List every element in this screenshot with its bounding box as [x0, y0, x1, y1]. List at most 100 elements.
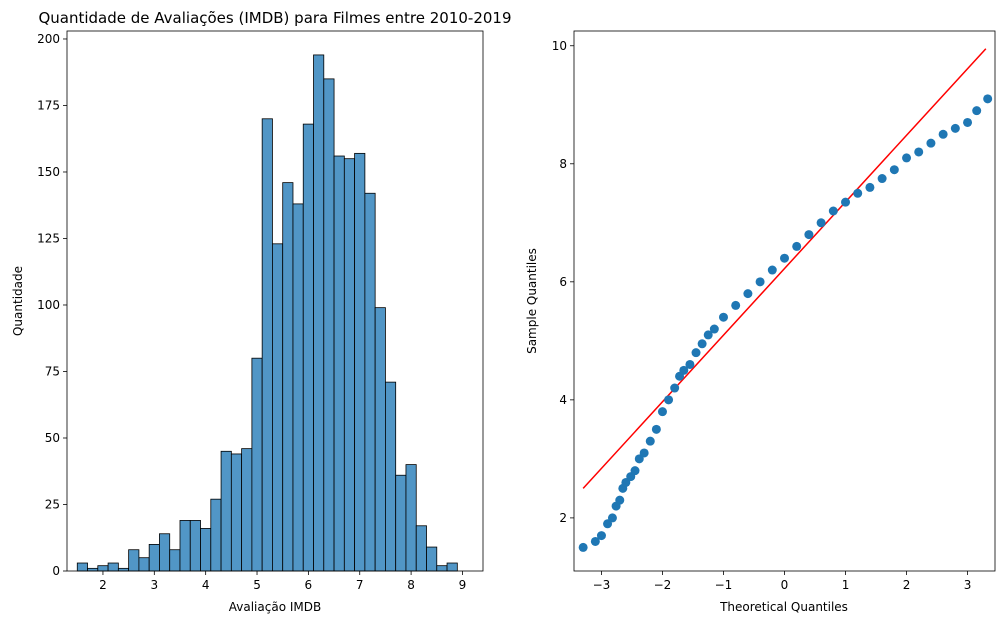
- histogram-bar: [343, 158, 356, 572]
- histogram-bar: [241, 448, 253, 572]
- qq-point: [731, 300, 741, 310]
- qq-point: [780, 253, 789, 263]
- qq-point: [685, 359, 695, 369]
- histogram-x-tick-label: 3: [150, 578, 158, 592]
- qq-x-label: Theoretical Quantiles: [719, 600, 848, 614]
- qq-point: [634, 454, 644, 464]
- histogram-y-tick-label: 100: [37, 298, 60, 312]
- qq-axes-frame: [573, 30, 996, 572]
- qq-y-tick-label: 8: [559, 157, 567, 171]
- qq-reference-line: [582, 48, 987, 489]
- qq-point: [755, 277, 765, 287]
- qq-x-tick-label: 0: [781, 578, 789, 592]
- qq-point: [657, 407, 667, 417]
- histogram-bar: [354, 152, 366, 572]
- histogram-bar: [148, 543, 160, 572]
- histogram-bar: [189, 520, 201, 572]
- histogram-bar: [200, 528, 212, 572]
- histogram-x-tick-label: 5: [253, 578, 261, 592]
- qq-point: [926, 138, 936, 148]
- histogram-bar: [220, 450, 232, 572]
- histogram-bar: [302, 123, 314, 572]
- histogram-panel: Quantidade de Avaliações (IMDB) para Fil…: [11, 9, 512, 614]
- qq-y-tick-label: 10: [552, 39, 567, 53]
- qq-y-label: Sample Quantiles: [525, 248, 539, 354]
- histogram-bar: [395, 474, 407, 572]
- qq-point: [651, 424, 661, 434]
- histogram-bar: [323, 78, 335, 572]
- qq-x-tick-label: 2: [903, 578, 911, 592]
- histogram-bar: [385, 381, 397, 572]
- histogram-y-tick-label: 0: [52, 564, 60, 578]
- qq-y-tick-label: 2: [559, 511, 567, 525]
- qq-y-tick-label: 6: [559, 275, 567, 289]
- qq-point: [828, 206, 838, 216]
- histogram-bar: [405, 464, 417, 572]
- qq-x-tick-label: 3: [964, 578, 972, 592]
- histogram-x-label: Avaliação IMDB: [229, 600, 321, 614]
- histogram-bar: [374, 307, 386, 572]
- qq-point: [804, 230, 814, 240]
- histogram-y-tick-label: 175: [37, 98, 60, 112]
- qq-point: [578, 542, 588, 552]
- histogram-y-label: Quantidade: [11, 266, 25, 336]
- histogram-bars: [76, 54, 458, 572]
- qq-point: [983, 94, 993, 104]
- qq-point: [841, 197, 851, 207]
- histogram-y-tick-label: 25: [45, 497, 60, 511]
- qq-y-ticks: 2 4 6 8 10: [552, 39, 574, 525]
- histogram-bar: [251, 357, 263, 572]
- histogram-x-tick-label: 9: [459, 578, 467, 592]
- histogram-y-tick-label: 200: [37, 32, 60, 46]
- qq-x-tick-label: −1: [715, 578, 733, 592]
- qq-point: [670, 383, 680, 393]
- histogram-x-tick-label: 6: [305, 578, 313, 592]
- histogram-bar: [97, 565, 109, 572]
- qq-point: [596, 531, 606, 541]
- histogram-title: Quantidade de Avaliações (IMDB) para Fil…: [38, 9, 511, 27]
- qq-point: [743, 289, 753, 299]
- histogram-bar: [272, 243, 284, 572]
- histogram-y-tick-label: 150: [37, 165, 60, 179]
- qq-point: [853, 188, 863, 198]
- qq-point: [718, 312, 728, 322]
- qq-point: [590, 536, 600, 546]
- qq-point: [767, 265, 777, 275]
- qq-point: [877, 174, 887, 184]
- qq-x-ticks: −3 −2 −1 0 1 2 3: [593, 571, 972, 592]
- histogram-y-tick-label: 75: [45, 364, 60, 378]
- histogram-y-tick-label: 125: [37, 231, 60, 245]
- histogram-x-tick-label: 2: [99, 578, 107, 592]
- qq-point: [938, 129, 948, 139]
- qq-point: [703, 330, 713, 340]
- qq-point: [889, 165, 899, 175]
- histogram-bar: [210, 498, 222, 572]
- qq-point: [816, 218, 826, 228]
- histogram-bar: [364, 192, 376, 572]
- histogram-bar: [333, 155, 345, 572]
- qq-point: [645, 436, 655, 446]
- histogram-bar: [169, 549, 181, 572]
- histogram-bar: [261, 118, 273, 572]
- qq-x-tick-label: −3: [593, 578, 611, 592]
- histogram-bar: [313, 54, 325, 572]
- histogram-bar: [107, 562, 119, 572]
- qq-point: [615, 495, 625, 505]
- qq-y-tick-label: 4: [559, 393, 567, 407]
- histogram-bar: [76, 562, 88, 572]
- histogram-bar: [159, 533, 171, 572]
- histogram-bar: [282, 182, 294, 572]
- qq-x-tick-label: 1: [842, 578, 850, 592]
- qq-x-tick-label: −2: [654, 578, 672, 592]
- histogram-y-ticks: 0 25 50 75 100 125 150 175 200: [37, 32, 67, 578]
- histogram-bar: [415, 525, 427, 572]
- qq-point: [865, 182, 875, 192]
- histogram-bar: [446, 562, 458, 572]
- qq-point: [950, 123, 960, 133]
- histogram-bar: [292, 203, 304, 572]
- qq-point: [902, 153, 912, 163]
- histogram-bar: [426, 546, 438, 572]
- qq-point: [607, 513, 617, 523]
